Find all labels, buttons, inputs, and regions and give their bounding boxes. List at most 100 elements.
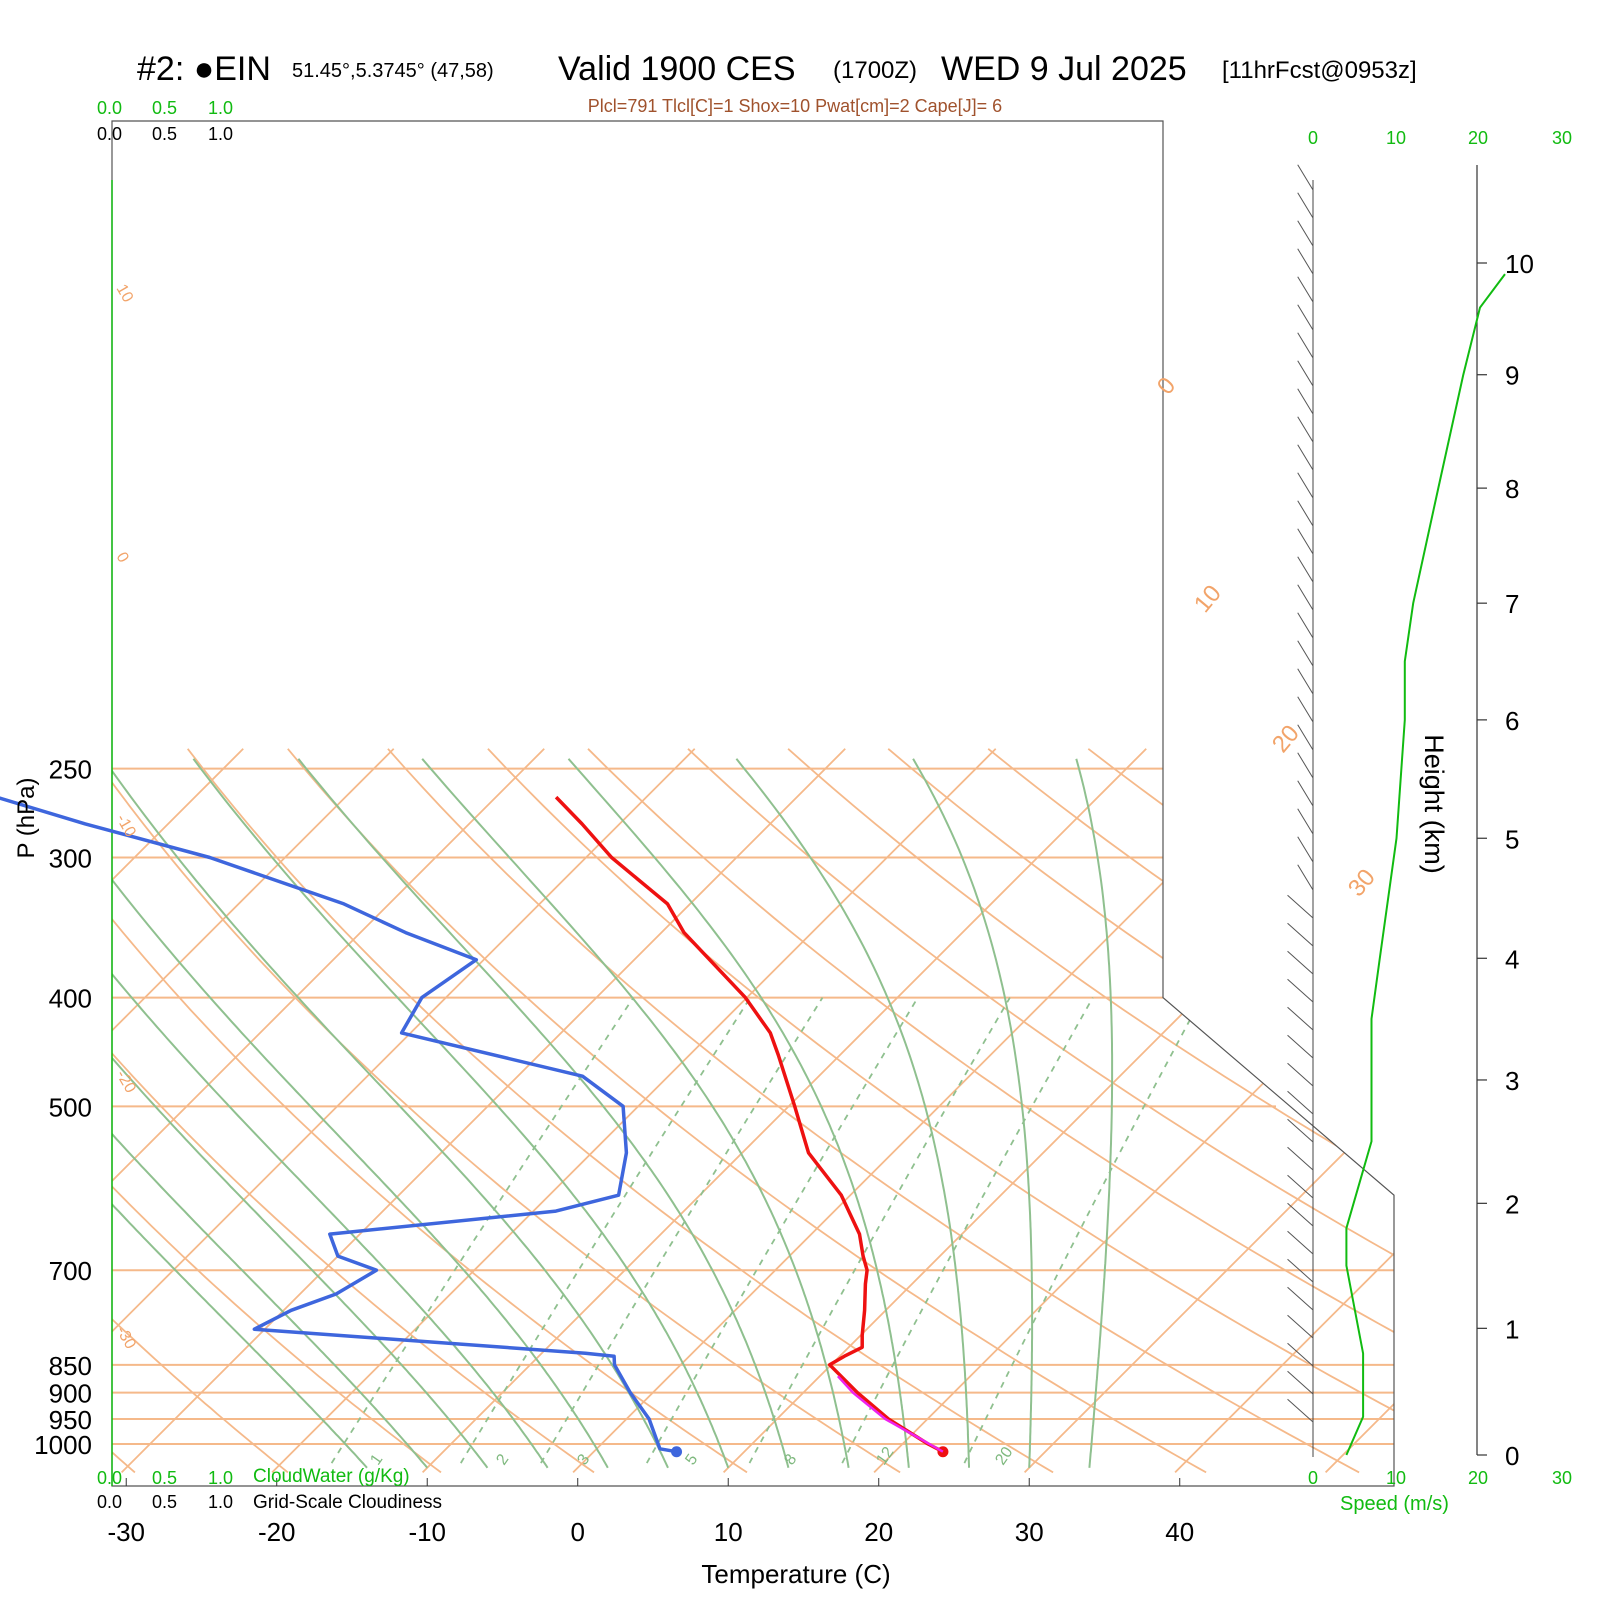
sounding-indices: Plcl=791 Tlcl[C]=1 Shox=10 Pwat[cm]=2 Ca… [588, 96, 1002, 116]
height-tick-label: 2 [1505, 1189, 1519, 1219]
station-coords: 51.45°,5.3745° (47,58) [292, 60, 494, 82]
pressure-tick-label: 1000 [34, 1430, 92, 1460]
plot-border [111, 120, 1395, 1487]
moist-adiabat [1075, 758, 1114, 1468]
height-tick-label: 6 [1505, 706, 1519, 736]
wind-barb [1297, 472, 1314, 499]
y-axis-title: P (hPa) [13, 778, 40, 859]
speed-tick-top-3: 30 [1552, 128, 1572, 148]
isotherm-label: 10 [1189, 580, 1227, 618]
dry-adiabat [112, 748, 595, 1474]
height-tick-label: 3 [1505, 1066, 1519, 1096]
dry-adiabat [1589, 749, 1600, 1473]
mixing-ratio-line [330, 997, 635, 1464]
height-tick-label: 10 [1505, 249, 1534, 279]
wind-barb [1297, 192, 1314, 219]
x-tick-label: 10 [714, 1517, 743, 1547]
dry-adiabat [1489, 749, 1600, 1473]
speed-tick-bottom-0: 0 [1308, 1468, 1318, 1488]
pressure-tick-label: 500 [49, 1092, 92, 1122]
cloudwater-top-1: 0.5 [152, 98, 177, 118]
moist-adiabat [912, 758, 1034, 1468]
dewpoint-surface-point [671, 1446, 683, 1458]
isotherm-label: 10 [113, 282, 137, 306]
station-title: #2: ●EIN [137, 50, 271, 88]
wind-barb [1297, 808, 1314, 835]
speed-tick-bottom-1: 10 [1386, 1468, 1406, 1488]
wind-speed-profile [1345, 273, 1506, 1456]
wind-barb [1287, 922, 1314, 947]
wind-barb [1287, 1398, 1314, 1423]
speed-axis-label: Speed (m/s) [1340, 1493, 1449, 1515]
height-tick-label: 0 [1505, 1441, 1519, 1471]
x-tick-label: 30 [1015, 1517, 1044, 1547]
wind-barb [1297, 612, 1314, 639]
pressure-tick-label: 300 [49, 843, 92, 873]
x-tick-label: 40 [1165, 1517, 1194, 1547]
wind-barb [1287, 1286, 1314, 1311]
wind-barb [1287, 978, 1314, 1003]
isotherm [271, 748, 997, 1474]
wind-barb [1297, 332, 1314, 359]
temperature-surface-point [937, 1446, 949, 1458]
dry-adiabat [112, 748, 442, 1474]
pressure-tick-label: 950 [49, 1405, 92, 1435]
wind-barb [1287, 894, 1314, 919]
mixing-ratio-line [841, 997, 1094, 1464]
wind-barb [1297, 752, 1314, 779]
wind-barb [1297, 836, 1314, 863]
wind-barb [1287, 1314, 1314, 1339]
isotherm [120, 748, 846, 1474]
cloudiness-top-1: 0.5 [152, 124, 177, 144]
wind-barb [1297, 864, 1314, 891]
cloudiness-bottom-1: 0.5 [152, 1492, 177, 1512]
speed-tick-top-1: 10 [1386, 128, 1406, 148]
cloudiness-top-2: 1.0 [208, 124, 233, 144]
speed-tick-bottom-3: 30 [1552, 1468, 1572, 1488]
moist-adiabat [112, 758, 609, 1469]
isotherm [873, 748, 1394, 1474]
wind-barb [1297, 500, 1314, 527]
wind-barb [1287, 1258, 1314, 1283]
dry-adiabat [112, 748, 289, 1474]
pressure-tick-label: 900 [49, 1379, 92, 1409]
wind-barb [1297, 220, 1314, 247]
cloudiness-label: Grid-Scale Cloudiness [253, 1492, 442, 1513]
moist-adiabat [112, 758, 489, 1469]
wind-barb [1297, 304, 1314, 331]
speed-tick-top-2: 20 [1468, 128, 1488, 148]
cloudwater-label: CloudWater (g/Kg) [253, 1466, 410, 1487]
mixing-ratio-label: 5 [682, 1451, 701, 1468]
mixing-ratio-line [646, 997, 919, 1464]
isotherm-label: 0 [1152, 372, 1181, 400]
wind-barb [1287, 1118, 1314, 1143]
dry-adiabat [487, 748, 1394, 1474]
sounding-series [0, 273, 1506, 1458]
isotherm-label: 0 [113, 550, 132, 566]
moist-adiabat [112, 758, 368, 1469]
cloudwater-bottom-1: 0.5 [152, 1468, 177, 1488]
wind-barb [1287, 950, 1314, 975]
x-tick-label: -20 [258, 1517, 296, 1547]
height-axis-title: Height (km) [1419, 734, 1449, 874]
wind-barb [1297, 416, 1314, 443]
cloudwater-top-0: 0.0 [97, 98, 122, 118]
wind-barb [1287, 1370, 1314, 1395]
isotherm [112, 748, 244, 1474]
wind-barb [1287, 1202, 1314, 1227]
x-tick-label: -30 [107, 1517, 145, 1547]
wind-barb [1297, 388, 1314, 415]
wind-barb [1297, 640, 1314, 667]
wind-barb [1287, 1034, 1314, 1059]
wind-barb [1297, 584, 1314, 611]
height-tick-label: 8 [1505, 474, 1519, 504]
isotherm [1174, 748, 1394, 1474]
dry-adiabat [112, 748, 748, 1474]
x-tick-label: 20 [864, 1517, 893, 1547]
dry-adiabat [112, 748, 901, 1474]
isotherm [112, 748, 545, 1474]
wind-barb [1287, 1342, 1314, 1367]
wind-barb [1297, 248, 1314, 275]
mixing-ratio-label: 8 [781, 1451, 800, 1468]
